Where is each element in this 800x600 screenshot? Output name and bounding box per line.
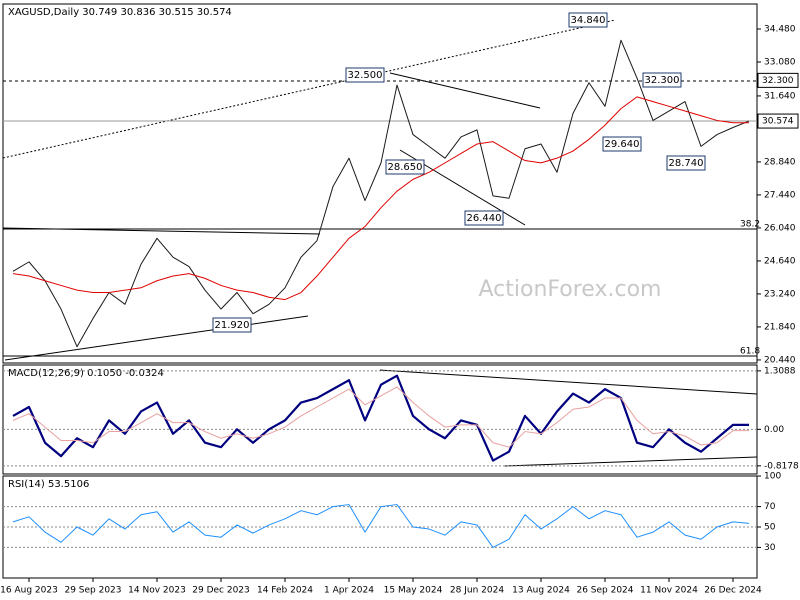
fib-label: 38.2 xyxy=(740,220,760,230)
y-tick-label: 27.440 xyxy=(764,190,796,200)
series-line xyxy=(12,96,749,301)
annotation-box xyxy=(464,210,504,226)
trendline xyxy=(4,315,309,361)
y-tick-label: 30 xyxy=(764,543,776,553)
price-label-box xyxy=(757,113,799,129)
macd-pane xyxy=(2,364,758,475)
x-tick-label: 1 Apr 2024 xyxy=(324,586,374,596)
annotation-box xyxy=(666,155,706,171)
y-tick-label: 28.840 xyxy=(764,157,796,167)
trendline xyxy=(2,19,616,159)
macd-title: MACD(12,26,9) 0.1050 -0.0324 xyxy=(8,368,164,379)
y-tick-label: 33.080 xyxy=(764,57,796,67)
price-label: 30.574 xyxy=(762,117,794,127)
y-tick-label: 1.3088 xyxy=(764,366,796,376)
annotation: 34.840 xyxy=(571,15,606,26)
annotation-box xyxy=(345,67,385,83)
y-tick-label: 31.640 xyxy=(764,91,796,101)
annotation: 32.300 xyxy=(645,75,680,86)
series-line xyxy=(12,39,750,348)
x-tick-label: 29 Dec 2023 xyxy=(192,586,250,596)
series-line xyxy=(12,386,749,448)
series-line xyxy=(12,374,749,462)
annotation: 32.500 xyxy=(348,70,383,81)
annotation-box xyxy=(212,317,252,333)
x-tick-label: 15 May 2024 xyxy=(384,586,443,596)
x-tick-label: 28 Jun 2024 xyxy=(450,586,504,596)
y-tick-label: -0.8178 xyxy=(764,461,799,471)
annotation-box xyxy=(602,136,642,152)
annotation: 29.640 xyxy=(605,139,640,150)
annotation: 28.650 xyxy=(388,162,423,173)
y-tick-label: 34.480 xyxy=(764,24,796,34)
fib-label: 61.8 xyxy=(740,347,760,357)
price-pane xyxy=(2,3,758,364)
y-tick-label: 24.640 xyxy=(764,256,796,266)
series-line xyxy=(12,504,750,548)
price-title: XAGUSD,Daily 30.749 30.836 30.515 30.574 xyxy=(8,7,232,18)
y-tick-label: 23.240 xyxy=(764,289,796,299)
trendline xyxy=(2,227,321,235)
x-tick-label: 26 Sep 2024 xyxy=(576,586,633,596)
x-tick-label: 11 Nov 2024 xyxy=(640,586,698,596)
annotation: 26.440 xyxy=(467,213,502,224)
annotation-box xyxy=(642,72,682,88)
x-tick-label: 29 Sep 2023 xyxy=(64,586,121,596)
annotation: 21.920 xyxy=(215,320,250,331)
watermark: ActionForex.com xyxy=(479,277,662,302)
y-tick-label: 70 xyxy=(764,502,776,512)
annotation: 28.740 xyxy=(669,158,704,169)
annotation-box xyxy=(385,159,425,175)
price-label-box xyxy=(757,72,799,88)
y-tick-label: 26.040 xyxy=(764,223,796,233)
x-tick-label: 26 Dec 2024 xyxy=(704,586,762,596)
trendline xyxy=(379,369,758,395)
x-tick-label: 13 Aug 2024 xyxy=(512,586,570,596)
annotation-box xyxy=(568,12,608,28)
y-tick-label: 100 xyxy=(764,472,781,482)
trendline xyxy=(504,456,758,467)
y-tick-label: 21.840 xyxy=(764,322,796,332)
x-tick-label: 14 Nov 2023 xyxy=(128,586,186,596)
y-tick-label: 0.00 xyxy=(764,425,784,435)
trendline xyxy=(389,72,541,109)
x-tick-label: 14 Feb 2024 xyxy=(257,586,313,596)
x-tick-label: 16 Aug 2023 xyxy=(0,586,58,596)
y-tick-label: 20.440 xyxy=(764,355,796,365)
rsi-title: RSI(14) 53.5106 xyxy=(8,479,89,490)
price-label: 32.300 xyxy=(762,76,794,86)
y-tick-label: 50 xyxy=(764,523,776,533)
